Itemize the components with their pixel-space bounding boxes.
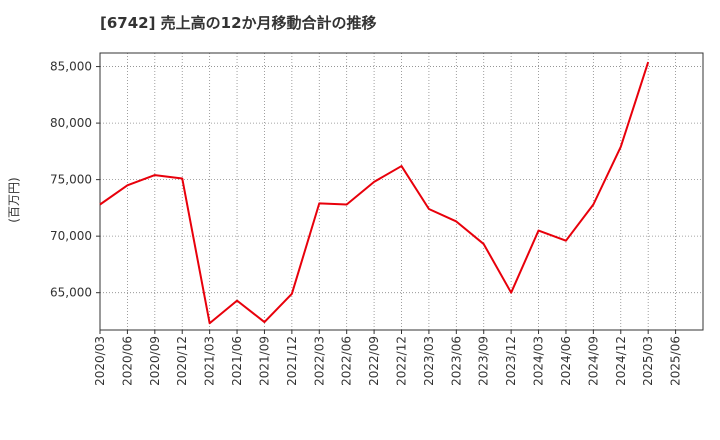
x-tick-label: 2022/03 bbox=[312, 336, 326, 386]
x-tick-label: 2021/03 bbox=[203, 336, 217, 386]
x-tick-label: 2023/03 bbox=[422, 336, 436, 386]
y-axis: 65,000 70,000 75,000 80,000 85,000 bbox=[50, 60, 100, 300]
x-tick-label: 2023/09 bbox=[477, 336, 491, 386]
x-tick-label: 2022/12 bbox=[395, 336, 409, 386]
x-tick-label: 2025/03 bbox=[641, 336, 655, 386]
chart-title: [6742] 売上高の12か月移動合計の推移 bbox=[100, 14, 377, 32]
x-tick-label: 2024/03 bbox=[532, 336, 546, 386]
x-tick-label: 2021/09 bbox=[257, 336, 271, 386]
x-axis: 2020/03 2020/06 2020/09 2020/12 2021/03 2021/… bbox=[93, 330, 683, 386]
x-tick-label: 2023/06 bbox=[449, 336, 463, 386]
y-tick-label: 65,000 bbox=[50, 286, 92, 300]
vertical-gridlines bbox=[127, 53, 676, 330]
x-tick-label: 2025/06 bbox=[669, 336, 683, 386]
x-tick-label: 2024/12 bbox=[614, 336, 628, 386]
y-tick-label: 85,000 bbox=[50, 60, 92, 74]
x-tick-label: 2021/06 bbox=[230, 336, 244, 386]
x-tick-label: 2021/12 bbox=[285, 336, 299, 386]
x-tick-label: 2023/12 bbox=[504, 336, 518, 386]
y-tick-label: 75,000 bbox=[50, 173, 92, 187]
x-tick-label: 2020/12 bbox=[175, 336, 189, 386]
y-axis-label: (百万円) bbox=[7, 177, 21, 222]
x-tick-label: 2024/06 bbox=[559, 336, 573, 386]
y-tick-label: 80,000 bbox=[50, 116, 92, 130]
x-tick-label: 2020/03 bbox=[93, 336, 107, 386]
series-layer bbox=[99, 61, 650, 325]
x-tick-label: 2022/09 bbox=[367, 336, 381, 386]
x-tick-label: 2020/06 bbox=[120, 336, 134, 386]
x-tick-label: 2022/06 bbox=[340, 336, 354, 386]
y-tick-label: 70,000 bbox=[50, 229, 92, 243]
x-tick-label: 2020/09 bbox=[148, 336, 162, 386]
x-tick-label: 2024/09 bbox=[586, 336, 600, 386]
